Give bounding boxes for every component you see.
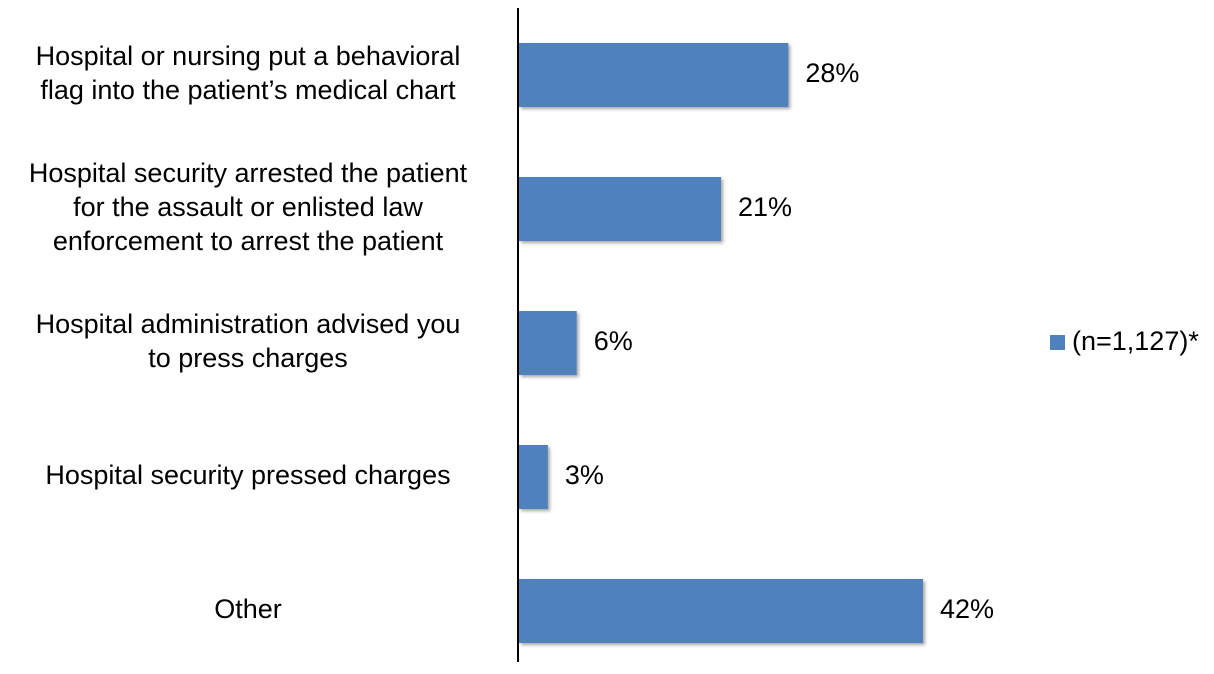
category-label-3-line-0: Hospital security pressed charges (45, 460, 450, 490)
legend: (n=1,127)* (1050, 326, 1199, 356)
category-label-2-line-0: Hospital administration advised you (36, 309, 461, 339)
category-label-2-line-1: to press charges (148, 343, 348, 373)
category-labels: Hospital or nursing put a behavioral flag… (29, 41, 468, 624)
legend-label: (n=1,127)* (1072, 326, 1199, 356)
bar-1 (519, 177, 721, 241)
category-label-1-line-1: for the assault or enlisted law (73, 192, 423, 222)
category-label-0-line-0: Hospital or nursing put a behavioral (36, 41, 461, 71)
category-label-4-line-0: Other (214, 594, 282, 624)
data-label-2: 6% (594, 326, 633, 356)
data-label-3: 3% (565, 460, 604, 490)
data-label-1: 21% (738, 192, 792, 222)
bar-4 (519, 579, 923, 643)
data-label-0: 28% (805, 58, 859, 88)
category-label-1-line-2: enforcement to arrest the patient (53, 226, 444, 256)
data-labels: 28% 21% 6% 3% 42% (565, 58, 994, 624)
bar-3 (519, 445, 548, 509)
bar-0 (519, 43, 789, 107)
category-label-1-line-0: Hospital security arrested the patient (29, 158, 468, 188)
bar-2 (519, 311, 577, 375)
bars-group (519, 43, 923, 643)
legend-swatch (1050, 335, 1065, 350)
category-label-0-line-1: flag into the patient’s medical chart (40, 75, 456, 105)
data-label-4: 42% (940, 594, 994, 624)
